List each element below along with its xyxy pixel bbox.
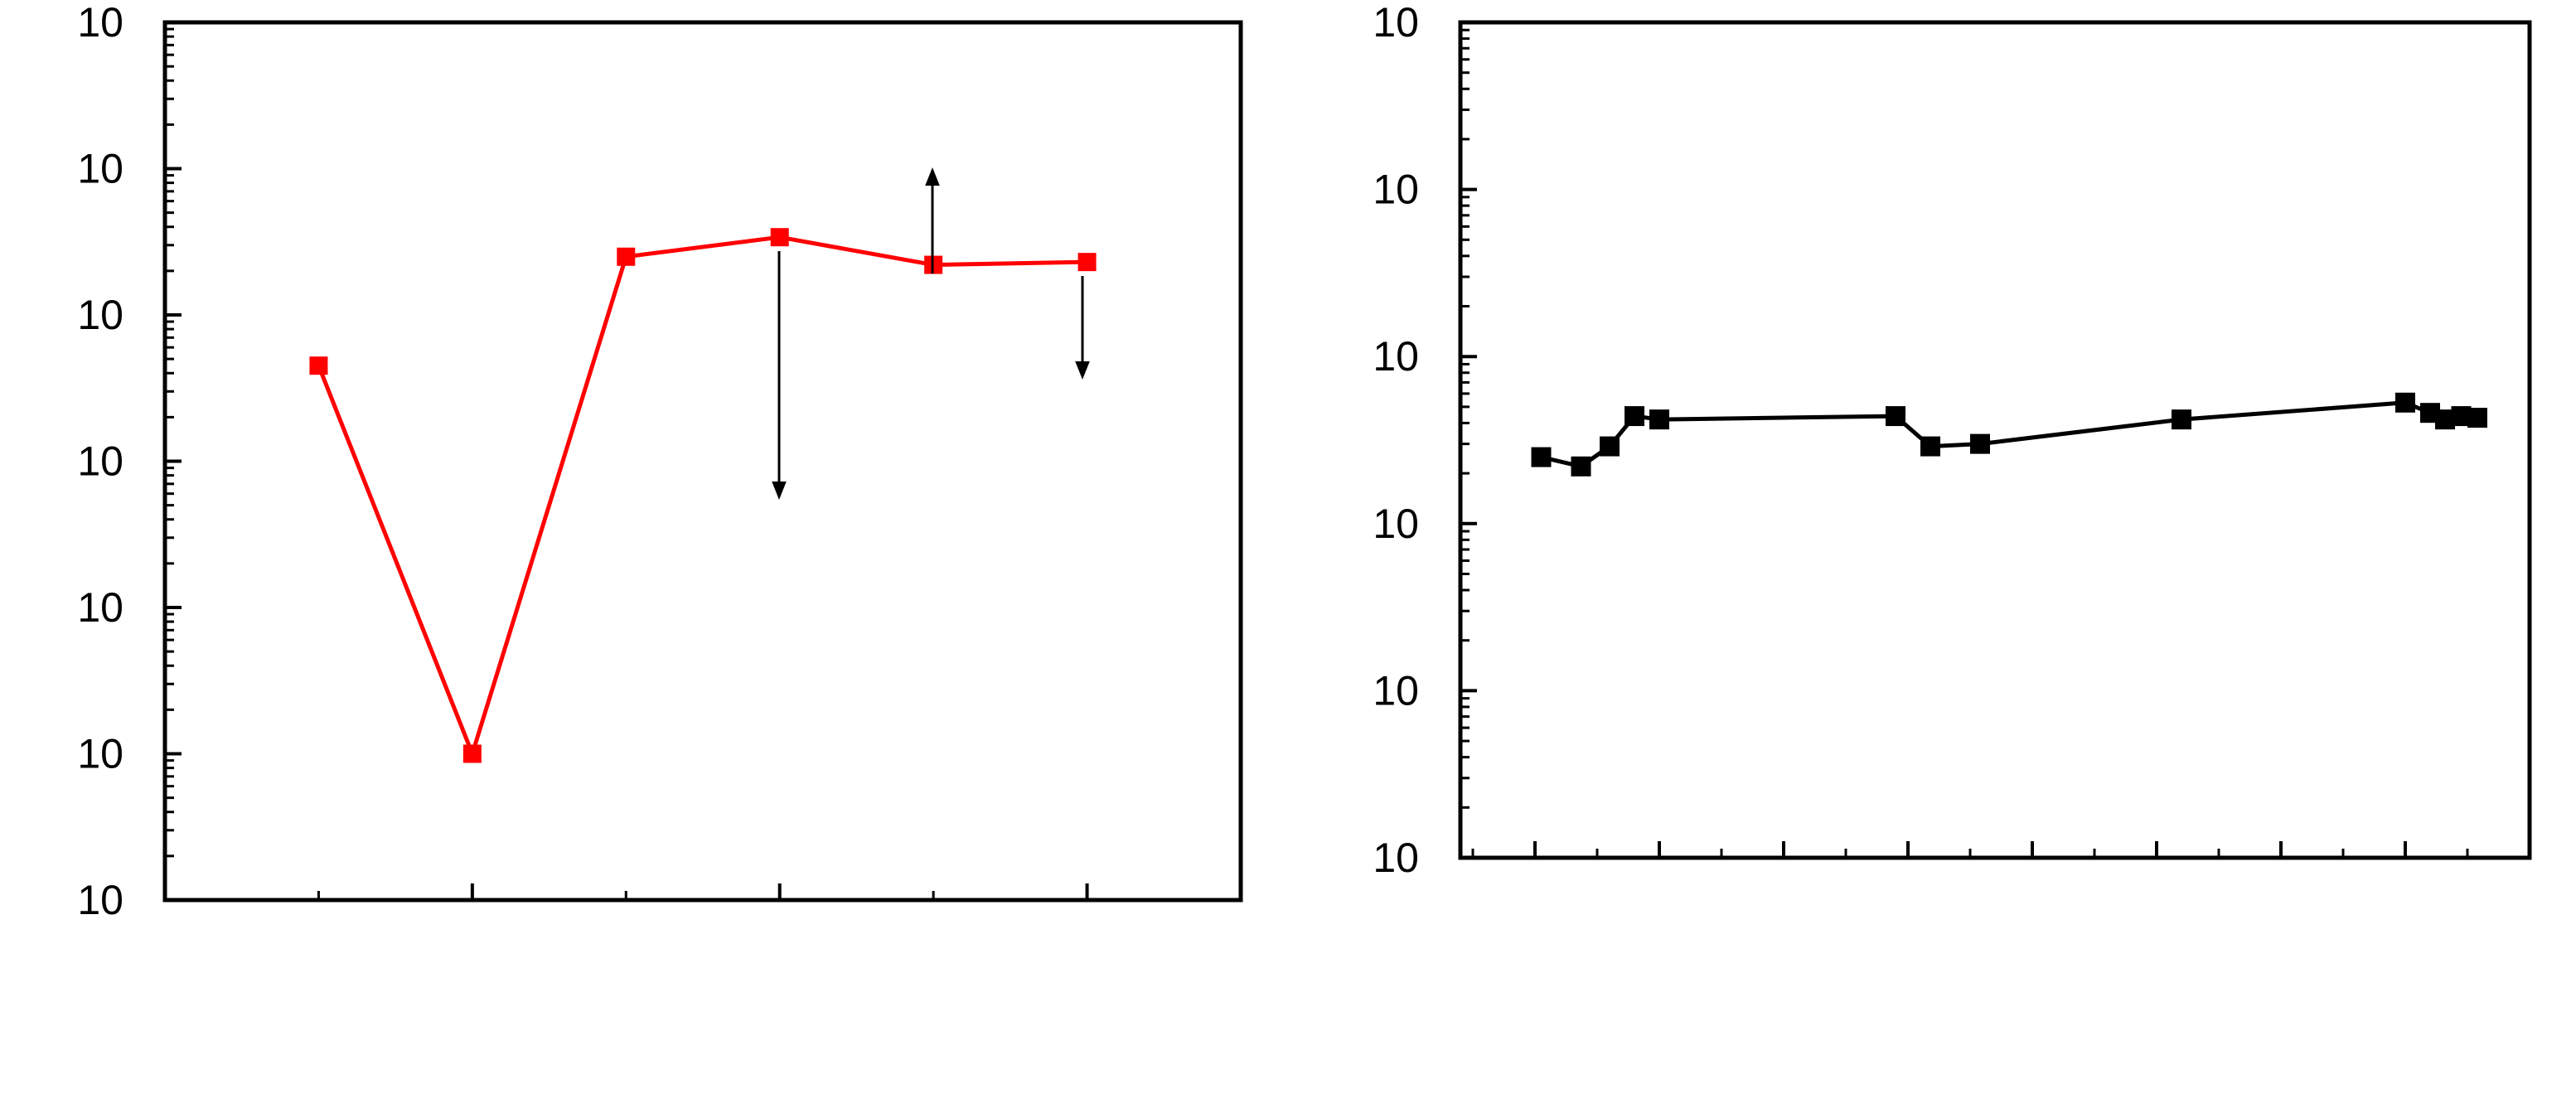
plot-frame — [1458, 20, 2532, 860]
data-point — [2395, 392, 2415, 413]
data-point — [1649, 409, 1669, 430]
data-point — [1531, 447, 1552, 467]
series-line — [317, 235, 1087, 756]
y-tick-label: 10 — [1373, 167, 1419, 213]
y-tick-label: 10 — [77, 584, 123, 631]
data-point — [2467, 408, 2487, 428]
y-tick-label: 10 — [1373, 0, 1419, 46]
y-tick-label: 10 — [77, 0, 123, 46]
y-tick-label: 10 — [77, 877, 123, 923]
y-tick-label: 10 — [77, 146, 123, 192]
y-tick-label: 10 — [1373, 333, 1419, 380]
y-tick-label: 10 — [1373, 667, 1419, 714]
y-tick-label: 10 — [77, 292, 123, 338]
y-tick-label: 10 — [1373, 501, 1419, 547]
data-point — [1600, 436, 1620, 457]
data-point — [617, 247, 636, 266]
y-tick-label: 10 — [1373, 835, 1419, 881]
data-point — [770, 228, 789, 247]
panel-a-chart: 10 10 10 10 10 10 10 — [77, 0, 1243, 923]
data-point — [1920, 436, 1940, 457]
data-point — [1077, 253, 1097, 272]
y-tick-label: 10 — [77, 731, 123, 777]
data-point — [462, 744, 482, 763]
data-point — [1886, 406, 1905, 427]
data-point — [309, 356, 328, 375]
data-point — [1625, 406, 1644, 427]
data-point — [1970, 433, 1990, 454]
data-point — [1571, 456, 1591, 477]
y-tick-label: 10 — [77, 438, 123, 485]
panel-b-chart: 10 10 10 10 10 10 — [1373, 0, 2532, 881]
series-line — [1540, 400, 2478, 469]
data-point — [2172, 409, 2191, 430]
plot-frame — [162, 20, 1243, 903]
